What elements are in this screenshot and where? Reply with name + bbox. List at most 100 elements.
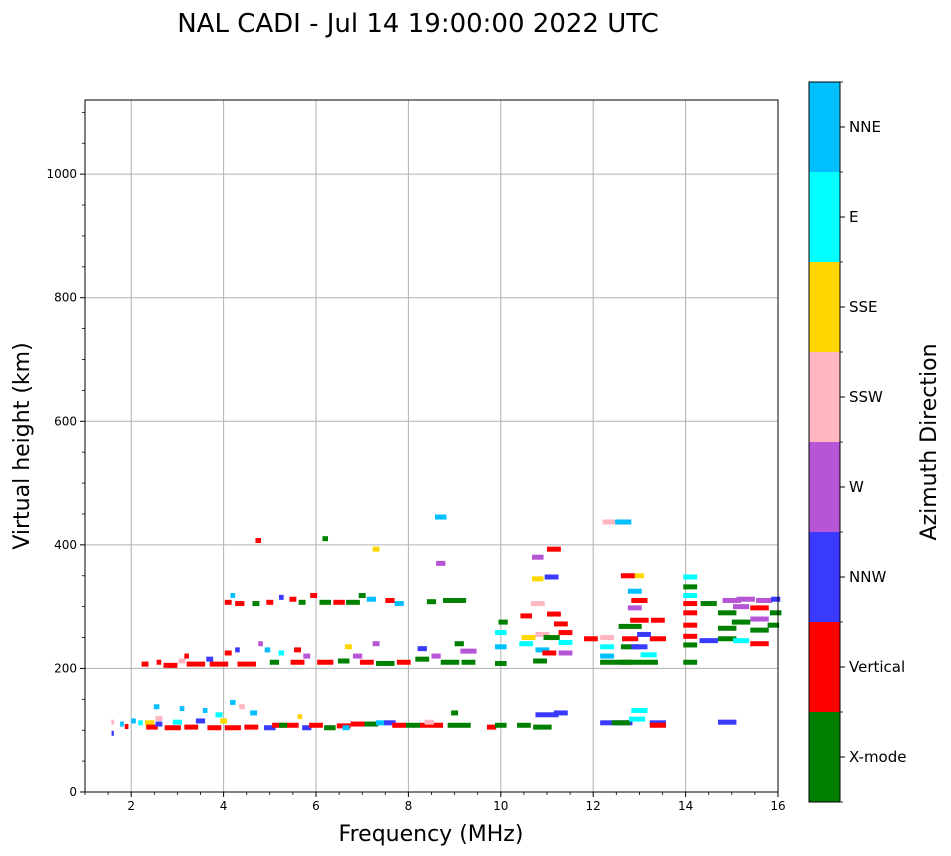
- echo-point: [279, 594, 284, 600]
- echo-point: [521, 635, 536, 641]
- echo-point: [443, 597, 467, 603]
- x-axis-label: Frequency (MHz): [339, 822, 524, 847]
- echo-point: [417, 646, 427, 652]
- echo-point: [722, 597, 742, 603]
- echo-point: [631, 707, 648, 713]
- echo-point: [631, 597, 648, 603]
- echo-point: [215, 712, 223, 718]
- echo-point: [394, 601, 404, 607]
- echo-point: [207, 725, 222, 731]
- echo-point: [294, 647, 301, 653]
- echo-point: [298, 599, 306, 605]
- echo-point: [553, 710, 568, 716]
- echo-point: [186, 661, 206, 667]
- echo-point: [460, 648, 477, 654]
- echo-point: [732, 638, 750, 644]
- y-tick-label: 400: [54, 538, 77, 552]
- axis-ticks: 2 4 6 8 10 12 14 16 0 200 400 600 800 1000: [46, 111, 786, 813]
- echo-point: [153, 704, 160, 710]
- echo-point: [732, 604, 750, 610]
- echo-point: [600, 644, 614, 650]
- echo-point: [620, 644, 640, 650]
- echo-point: [278, 650, 285, 656]
- colorbar-label: E: [849, 208, 858, 226]
- echo-point: [230, 593, 236, 599]
- x-tick-label: 10: [493, 799, 508, 813]
- echo-point: [272, 722, 286, 728]
- y-tick-label: 200: [54, 661, 77, 675]
- y-tick-label: 1000: [46, 167, 77, 181]
- echo-point: [255, 538, 262, 544]
- x-tick-label: 2: [127, 799, 135, 813]
- echo-point: [750, 641, 769, 647]
- echo-point: [520, 613, 532, 619]
- colorbar: X-mode Vertical NNW W SSW SSE E NNE: [808, 81, 906, 803]
- echo-point: [498, 619, 508, 625]
- echo-point: [366, 596, 377, 602]
- echo-point: [239, 704, 245, 710]
- echo-point: [266, 599, 274, 605]
- echo-point: [629, 716, 646, 722]
- echo-point: [230, 699, 236, 705]
- echo-point: [558, 630, 573, 636]
- x-tick-label: 8: [405, 799, 413, 813]
- echo-point: [317, 659, 334, 665]
- echo-point: [637, 631, 651, 637]
- echo-point: [337, 658, 350, 664]
- echo-point: [683, 601, 698, 607]
- echo-point: [731, 619, 751, 625]
- echo-point: [172, 719, 183, 725]
- echo-point: [384, 720, 396, 726]
- colorbar-swatch: [809, 622, 840, 712]
- echo-point: [533, 724, 552, 730]
- echo-point: [440, 659, 460, 665]
- echo-point: [376, 720, 386, 726]
- echo-point: [244, 724, 259, 730]
- echo-point: [406, 722, 420, 728]
- echo-point: [683, 659, 698, 665]
- echo-point: [303, 653, 311, 659]
- echo-point: [426, 599, 437, 605]
- colorbar-swatch: [809, 172, 840, 262]
- echo-point: [250, 710, 258, 716]
- echo-point: [290, 659, 305, 665]
- echo-point: [530, 601, 545, 607]
- echo-point: [717, 636, 737, 642]
- echo-point: [324, 725, 336, 731]
- echo-point: [699, 638, 718, 644]
- echo-point: [346, 599, 360, 605]
- echo-point: [352, 653, 363, 659]
- echo-point: [209, 661, 229, 667]
- echo-point: [767, 622, 780, 628]
- echo-point: [622, 636, 639, 642]
- echo-point: [535, 647, 550, 653]
- echo-point: [235, 647, 240, 653]
- echo-point: [155, 715, 163, 721]
- echo-point: [138, 720, 143, 726]
- echo-point: [415, 656, 430, 662]
- echo-point: [419, 722, 444, 728]
- echo-point: [543, 635, 560, 641]
- echo-point: [252, 601, 260, 607]
- echo-point: [547, 546, 561, 552]
- echo-point: [220, 718, 228, 724]
- colorbar-swatch: [809, 352, 840, 442]
- echo-point: [141, 661, 149, 667]
- colorbar-swatch: [809, 442, 840, 532]
- echo-point: [618, 623, 642, 629]
- x-tick-label: 16: [770, 799, 785, 813]
- echo-point: [224, 599, 232, 605]
- data-points: [111, 514, 782, 736]
- echo-point: [289, 596, 297, 602]
- y-tick-label: 0: [69, 785, 77, 799]
- echo-point: [344, 644, 352, 650]
- echo-point: [279, 722, 289, 728]
- echo-point: [434, 514, 447, 520]
- echo-point: [683, 584, 698, 590]
- echo-point: [600, 635, 614, 641]
- echo-point: [615, 519, 632, 525]
- echo-point: [771, 596, 781, 602]
- echo-point: [155, 721, 163, 727]
- echo-point: [178, 658, 186, 664]
